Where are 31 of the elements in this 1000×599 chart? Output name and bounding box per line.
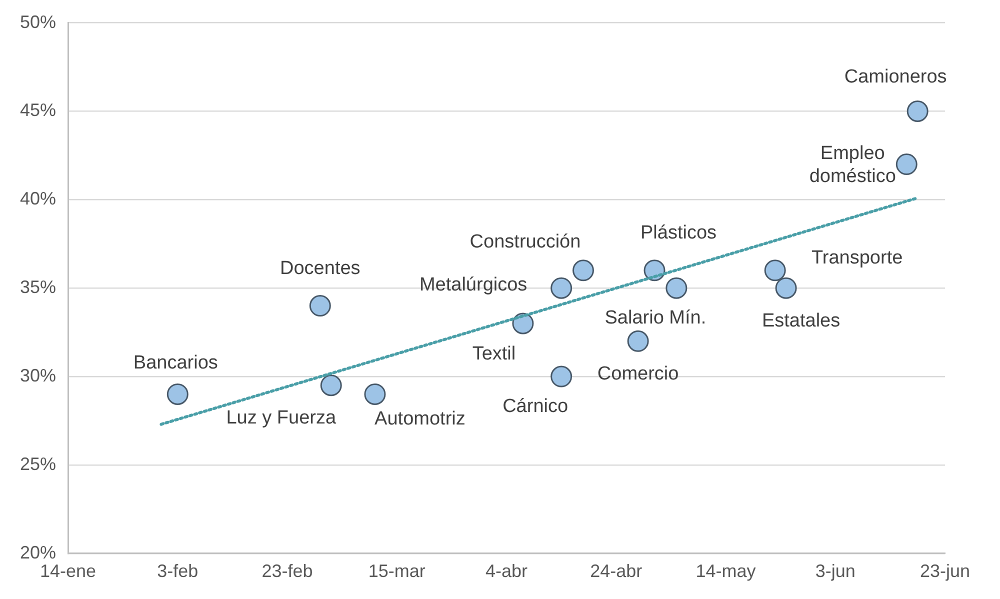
y-tick-label: 45% (20, 100, 56, 120)
annotation: Textil (472, 344, 516, 365)
annotation: Camioneros (844, 66, 947, 88)
annotation: Metalúrgicos (419, 274, 528, 296)
x-tick-label: 4-abr (486, 561, 528, 582)
annotation: Automotriz (374, 408, 466, 430)
annotation: Comercio (597, 363, 679, 384)
annotation: Salario Mín. (604, 307, 706, 328)
annotation: Transporte (812, 248, 903, 269)
annotation: Luz y Fuerza (226, 408, 336, 429)
annotation: Plásticos (640, 222, 717, 244)
x-tick-label: 24-abr (590, 561, 642, 582)
y-tick-label: 40% (20, 188, 56, 209)
x-tick-label: 23-jun (920, 561, 970, 582)
y-tick-label: 25% (20, 454, 56, 474)
y-tick-label: 20% (20, 542, 56, 562)
x-tick-label: 15-mar (368, 561, 426, 582)
annotation: Bancarios (133, 352, 218, 374)
annotation: Docentes (280, 258, 360, 280)
x-tick-label: 14-ene (40, 561, 96, 582)
x-tick-label: 14-may (696, 561, 756, 582)
y-tick-label: 30% (20, 366, 56, 386)
x-tick-label: 23-feb (262, 561, 313, 582)
x-tick-label: 3-feb (157, 561, 198, 582)
annotation: Empleo doméstico (809, 143, 896, 188)
annotation: Estatales (762, 310, 840, 332)
y-tick-label: 50% (20, 12, 56, 32)
annotation: Construcción (470, 232, 581, 253)
y-tick-label: 35% (20, 277, 56, 298)
annotation: Cárnico (502, 396, 568, 417)
x-tick-label: 3-jun (815, 561, 856, 582)
